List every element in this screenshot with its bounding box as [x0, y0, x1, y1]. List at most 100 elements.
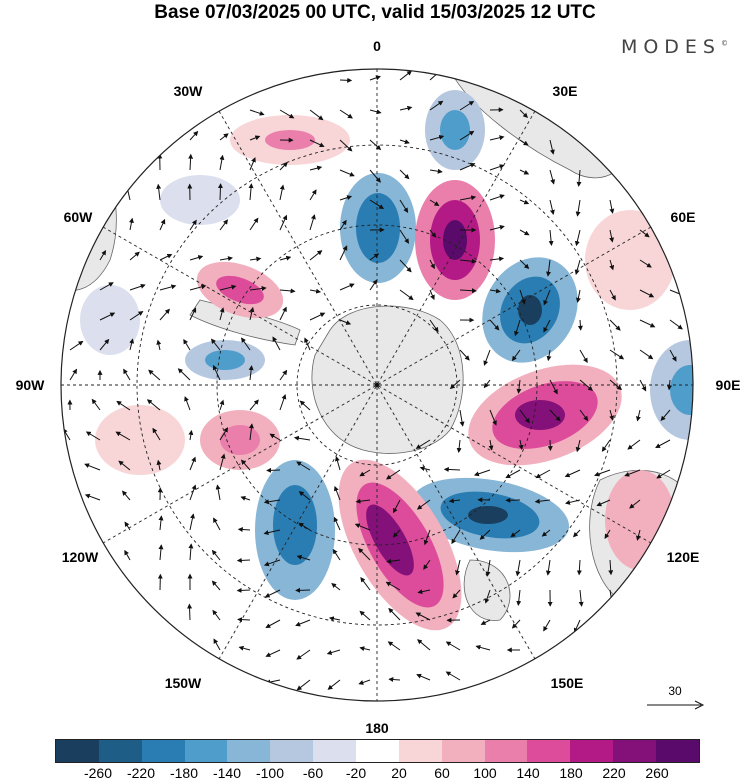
wind-arrow [519, 109, 529, 119]
wind-arrow [624, 469, 641, 477]
wind-arrow [596, 499, 611, 507]
wind-arrow [546, 349, 552, 362]
wind-arrow [99, 312, 116, 321]
wind-arrow [279, 184, 285, 201]
wind-arrow [238, 645, 251, 651]
wind-arrow [212, 609, 221, 621]
wind-arrow [146, 399, 161, 411]
wind-arrow [423, 559, 431, 570]
wind-arrow [299, 400, 311, 411]
wind-arrow [279, 369, 288, 381]
wind-arrow [483, 379, 491, 389]
wind-arrow [579, 379, 593, 391]
wind-arrow [489, 135, 505, 141]
wind-arrow [519, 169, 530, 175]
wind-arrow [84, 493, 101, 501]
wind-arrow [609, 199, 615, 214]
wind-arrow [429, 168, 443, 174]
wind-arrow [264, 589, 281, 598]
wind-arrow [158, 544, 164, 561]
wind-arrow [159, 284, 177, 291]
wind-arrow [639, 349, 654, 360]
wind-arrow [279, 255, 292, 261]
wind-arrow [385, 581, 401, 591]
map-title: Base 07/03/2025 00 UTC, valid 15/03/2025… [154, 2, 596, 23]
wind-arrow [393, 499, 401, 514]
wind-arrow [549, 409, 561, 422]
label-60w: 60W [64, 209, 94, 225]
wind-arrow [392, 529, 401, 538]
wind-arrow [248, 423, 254, 441]
wind-arrow [332, 548, 341, 561]
colorbar-tick-label: 60 [434, 765, 450, 781]
wind-arrow [514, 319, 521, 337]
wind-arrow [543, 619, 551, 632]
wind-arrow [249, 135, 261, 141]
wind-arrow [272, 336, 281, 351]
label-120w: 120W [62, 549, 99, 565]
wind-arrow [594, 469, 611, 477]
label-180: 180 [365, 720, 389, 735]
colorbar-swatch [313, 740, 357, 762]
wind-arrow [309, 165, 323, 171]
wind-arrow [213, 517, 221, 531]
wind-arrow [448, 498, 461, 504]
wind-arrow [564, 469, 581, 478]
wind-arrow [309, 109, 324, 121]
wind-arrow [415, 439, 431, 449]
wind-arrow [188, 429, 194, 441]
wind-arrow [369, 109, 382, 115]
wind-arrow [399, 259, 412, 273]
wind-arrow [266, 467, 281, 473]
wind-arrow [69, 368, 78, 381]
wind-arrow [99, 249, 107, 261]
wind-arrow [339, 283, 355, 291]
wind-arrow [573, 529, 581, 538]
wind-arrow [156, 339, 162, 351]
colorbar-swatch [141, 740, 185, 762]
wind-arrow [543, 289, 551, 306]
wind-arrow [249, 306, 255, 321]
colorbar-swatch [527, 740, 571, 762]
wind-arrow [359, 646, 371, 652]
wind-arrow [399, 139, 410, 145]
wind-arrow [399, 289, 414, 301]
wind-arrow [219, 154, 225, 171]
wind-arrow [177, 368, 191, 381]
wind-arrow [574, 229, 581, 247]
colorbar-swatch [270, 740, 314, 762]
wind-arrow [399, 70, 412, 81]
wind-arrow [189, 219, 197, 231]
wind-arrow [339, 139, 353, 152]
wind-arrow [189, 130, 199, 141]
wind-arrow [449, 379, 461, 390]
wind-arrow [211, 580, 221, 591]
wind-arrow [219, 453, 226, 471]
wind-arrow [298, 491, 311, 501]
wind-arrow [156, 183, 162, 201]
wind-arrow [549, 199, 555, 215]
wind-arrow [609, 409, 615, 421]
wind-arrow [99, 282, 114, 291]
colorbar-swatch [398, 740, 442, 762]
wind-arrow [445, 641, 461, 651]
wind-arrow [489, 319, 500, 331]
colorbar-tick-label: -260 [83, 765, 113, 781]
wind-arrow [156, 459, 162, 471]
wind-arrow [327, 679, 341, 690]
wind-arrow [265, 649, 281, 657]
wind-arrow [423, 529, 431, 546]
wind-arrow [309, 312, 326, 321]
wind-arrow [217, 183, 223, 201]
wind-arrow [452, 589, 461, 599]
wind-arrow [369, 169, 381, 183]
wind-arrow [669, 349, 677, 362]
wind-arrow [489, 194, 505, 201]
wind-arrow [511, 349, 521, 362]
wind-arrow [339, 109, 353, 119]
colorbar-swatch [441, 740, 485, 762]
wind-arrow [339, 77, 353, 83]
wind-arrow [459, 163, 476, 171]
wind-arrow [511, 619, 521, 629]
wind-arrow [549, 139, 555, 155]
